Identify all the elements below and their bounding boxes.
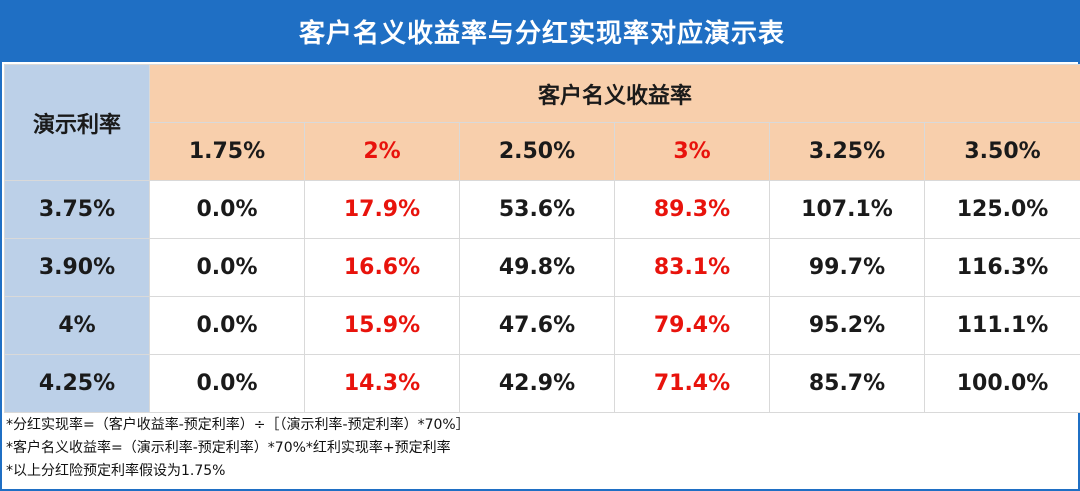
group-header-cell: 客户名义收益率 [148,64,1080,123]
yield-dividend-table: 演示利率 客户名义收益率 1.75% 2% 2.50% 3% 3.25% 3.50% 3.… [4,64,1080,413]
row-rate-cell: 4% [4,296,150,355]
row-header-cell: 演示利率 [4,64,150,181]
column-header-cell: 3.50% [923,122,1080,181]
page-title: 客户名义收益率与分红实现率对应演示表 [2,0,1080,62]
value-cell: 42.9% [459,354,615,413]
table-row: 3.90% 0.0% 16.6% 49.8% 83.1% 99.7% 116.3% [4,238,1080,297]
column-header-cell: 1.75% [149,122,305,181]
column-header-cell: 2% [304,122,460,181]
value-cell: 0.0% [149,180,305,239]
value-cell: 53.6% [459,180,615,239]
value-cell: 83.1% [614,238,770,297]
table-row: 4.25% 0.0% 14.3% 42.9% 71.4% 85.7% 100.0% [4,354,1080,413]
value-cell: 49.8% [459,238,615,297]
value-cell: 0.0% [149,296,305,355]
column-header-cell: 3% [614,122,770,181]
footnote: *分红实现率=（客户收益率-预定利率）÷［（演示利率-预定利率）*70%］ [6,417,470,433]
value-cell: 100.0% [923,354,1080,413]
value-cell: 79.4% [614,296,770,355]
column-header-cell: 3.25% [769,122,925,181]
table-row: 3.75% 0.0% 17.9% 53.6% 89.3% 107.1% 125.0% [4,180,1080,239]
value-cell: 71.4% [614,354,770,413]
value-cell: 17.9% [304,180,460,239]
row-rate-cell: 3.75% [4,180,150,239]
value-cell: 125.0% [923,180,1080,239]
value-cell: 99.7% [769,238,925,297]
column-header-cell: 2.50% [459,122,615,181]
footnotes: *分红实现率=（客户收益率-预定利率）÷［（演示利率-预定利率）*70%］ *客… [6,414,1076,483]
footnote: *客户名义收益率=（演示利率-预定利率）*70%*红利实现率+预定利率 [6,440,451,456]
value-cell: 15.9% [304,296,460,355]
value-cell: 95.2% [769,296,925,355]
value-cell: 0.0% [149,238,305,297]
footnote: *以上分红险预定利率假设为1.75% [6,463,226,479]
value-cell: 16.6% [304,238,460,297]
table-row: 4% 0.0% 15.9% 47.6% 79.4% 95.2% 111.1% [4,296,1080,355]
value-cell: 85.7% [769,354,925,413]
value-cell: 89.3% [614,180,770,239]
value-cell: 47.6% [459,296,615,355]
value-cell: 111.1% [923,296,1080,355]
value-cell: 0.0% [149,354,305,413]
value-cell: 116.3% [923,238,1080,297]
row-rate-cell: 3.90% [4,238,150,297]
value-cell: 107.1% [769,180,925,239]
row-rate-cell: 4.25% [4,354,150,413]
value-cell: 14.3% [304,354,460,413]
